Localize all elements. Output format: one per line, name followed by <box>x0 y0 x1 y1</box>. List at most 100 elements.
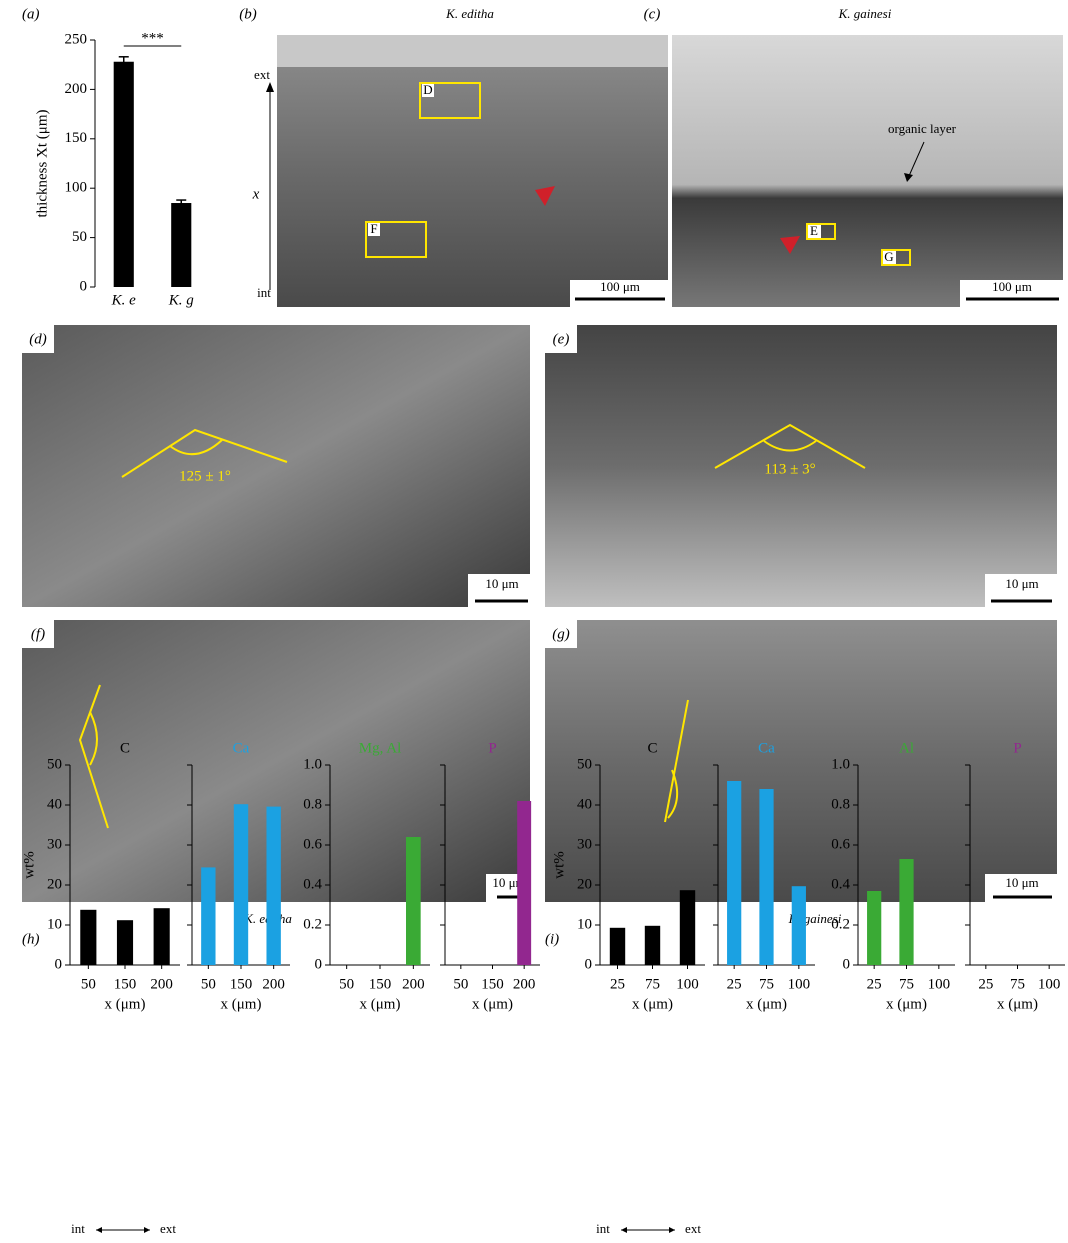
panel-d: (d) 125 ± 1° 10 μm <box>22 325 530 607</box>
panel-label: (e) <box>553 331 570 347</box>
y-tick-label: 0.4 <box>831 876 850 892</box>
int-label: int <box>596 1221 610 1236</box>
bar <box>610 928 625 965</box>
panel-c: E G organic layer 100 μm K. gainesi (c) <box>644 6 1063 307</box>
y-tick-label: 0.4 <box>303 876 322 892</box>
y-tick-label: 0.8 <box>303 796 322 812</box>
bar <box>266 807 280 965</box>
int-label: int <box>71 1221 85 1236</box>
bar <box>517 801 531 965</box>
x-axis-label: x (μm) <box>886 996 927 1012</box>
x-tick-label: 200 <box>150 976 173 992</box>
bar <box>154 908 170 965</box>
scale-label: 100 μm <box>992 279 1032 294</box>
bar <box>80 910 96 965</box>
sem-image <box>545 620 1057 902</box>
y-tick-label: 50 <box>47 756 62 772</box>
panel-e: (e) 113 ± 3° 10 μm <box>545 325 1057 607</box>
bar <box>406 837 421 965</box>
annotation: organic layer <box>888 121 957 136</box>
bar <box>727 781 741 965</box>
x-tick-label: 150 <box>114 976 137 992</box>
x-tick-label: 150 <box>230 976 253 992</box>
x-axis-label: x (μm) <box>360 996 401 1012</box>
y-tick-label: 0 <box>80 278 88 294</box>
bar <box>792 886 806 965</box>
chart-title: Mg, Al <box>359 740 402 756</box>
x-axis-label: x (μm) <box>632 996 673 1012</box>
y-tick-label: 40 <box>577 796 592 812</box>
y-tick-label: 0 <box>55 956 63 972</box>
chart-title: P <box>1013 740 1021 756</box>
bar <box>680 890 695 965</box>
bar <box>759 789 773 965</box>
y-axis-label: thickness Xt (μm) <box>34 109 50 217</box>
y-tick-label: 150 <box>65 130 88 146</box>
significance-label: *** <box>141 30 164 46</box>
int-label: int <box>257 285 271 300</box>
y-tick-label: 30 <box>577 836 592 852</box>
box-label: E <box>810 223 818 238</box>
angle-label: 113 ± 3° <box>764 461 815 477</box>
panel-g: (g) 10 μm <box>545 620 1057 902</box>
y-tick-label: 20 <box>47 876 62 892</box>
y-tick-label: 0 <box>843 956 851 972</box>
y-tick-label: 0.6 <box>303 836 322 852</box>
panel-title: K. editha <box>445 6 494 21</box>
panel-label: (d) <box>29 331 47 347</box>
x-tick-label: K. e <box>111 292 137 308</box>
scale-label: 10 μm <box>1005 576 1038 591</box>
bar <box>114 62 134 287</box>
y-tick-label: 250 <box>65 31 88 47</box>
x-label: x <box>252 186 260 202</box>
scale-label: 10 μm <box>1005 875 1038 890</box>
y-axis-label: wt% <box>21 851 37 879</box>
x-tick-label: 200 <box>513 976 536 992</box>
arrow-head <box>266 82 274 92</box>
bar <box>234 804 248 965</box>
ext-label: ext <box>254 67 270 82</box>
x-tick-label: 75 <box>899 976 914 992</box>
sem-image <box>277 35 668 307</box>
y-tick-label: 1.0 <box>831 756 850 772</box>
chart-title: C <box>647 740 657 756</box>
y-tick-label: 20 <box>577 876 592 892</box>
y-tick-label: 0 <box>585 956 593 972</box>
panel-b: D F ext x int 100 μm K. editha (b) <box>239 6 668 307</box>
bar <box>899 859 913 965</box>
x-tick-label: 150 <box>369 976 392 992</box>
panel-label: (f) <box>31 626 45 642</box>
sem-image <box>22 325 530 607</box>
y-tick-label: 0.2 <box>303 916 322 932</box>
y-axis-label: wt% <box>551 851 567 879</box>
y-tick-label: 1.0 <box>303 756 322 772</box>
x-axis-label: x (μm) <box>221 996 262 1012</box>
x-tick-label: 100 <box>1038 976 1061 992</box>
x-tick-label: 100 <box>928 976 951 992</box>
chart-title: Al <box>899 740 914 756</box>
x-tick-label: 75 <box>1010 976 1025 992</box>
x-tick-label: 25 <box>867 976 882 992</box>
y-tick-label: 30 <box>47 836 62 852</box>
bar <box>201 867 215 965</box>
angle-label: 125 ± 1° <box>179 468 231 484</box>
box-label: D <box>423 82 432 97</box>
panel-label: (b) <box>239 6 257 22</box>
bar <box>171 203 191 287</box>
y-tick-label: 0 <box>315 956 323 972</box>
bar <box>645 926 660 965</box>
panel-label: (c) <box>644 6 661 22</box>
box-label: F <box>370 221 377 236</box>
y-tick-label: 10 <box>577 916 592 932</box>
bar <box>867 891 881 965</box>
bar <box>117 920 133 965</box>
x-tick-label: 100 <box>788 976 811 992</box>
x-tick-label: 200 <box>402 976 425 992</box>
box-label: G <box>884 249 893 264</box>
x-axis-label: x (μm) <box>997 996 1038 1012</box>
ext-label: ext <box>160 1221 176 1236</box>
y-tick-label: 50 <box>577 756 592 772</box>
arrow-head <box>96 1227 102 1233</box>
y-tick-label: 100 <box>65 180 88 196</box>
x-tick-label: 25 <box>978 976 993 992</box>
